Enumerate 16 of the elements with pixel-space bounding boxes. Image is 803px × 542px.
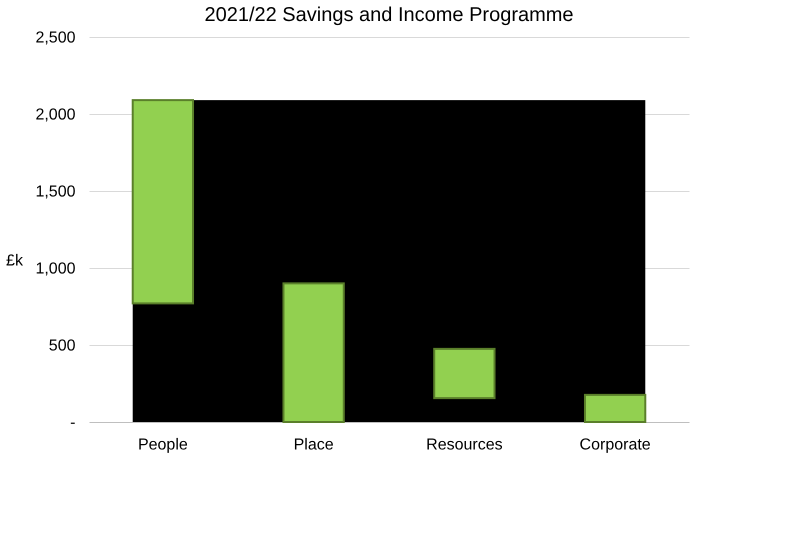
y-tick-label: 1,000 xyxy=(35,260,76,278)
x-tick-label: Place xyxy=(294,436,334,454)
bar xyxy=(433,348,496,400)
x-tick-label: Resources xyxy=(426,436,503,454)
x-tick-label: Corporate xyxy=(580,436,651,454)
y-tick-label: 2,500 xyxy=(35,30,76,46)
y-tick-label: 500 xyxy=(48,338,76,354)
x-tick-label: People xyxy=(138,436,188,454)
y-tick-label: 2,000 xyxy=(35,106,76,124)
y-axis-title: £k xyxy=(6,252,24,270)
bar xyxy=(282,282,345,423)
y-tick-label: - xyxy=(70,414,76,432)
bar xyxy=(132,99,194,304)
chart-title: 2021/22 Savings and Income Programme xyxy=(204,4,574,26)
bar xyxy=(584,394,646,423)
y-tick-label: 1,500 xyxy=(35,184,76,200)
